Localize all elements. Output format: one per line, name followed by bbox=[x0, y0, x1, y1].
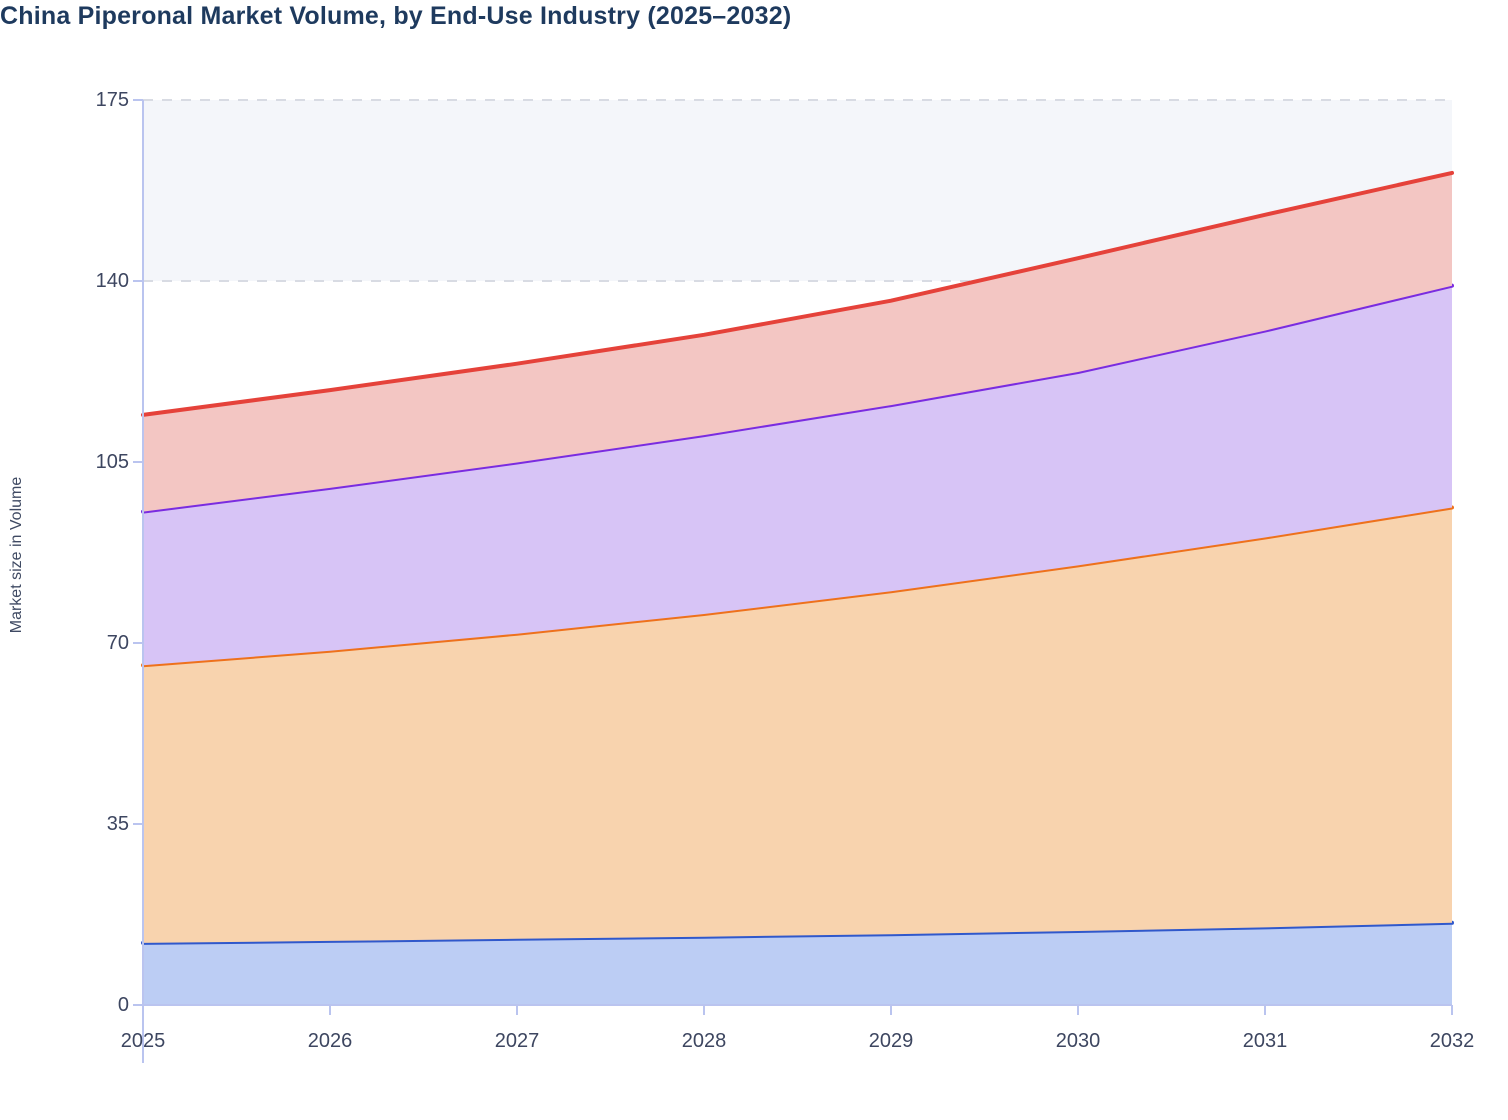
stacked-area-plot bbox=[133, 99, 1454, 1063]
x-tick-label: 2030 bbox=[1055, 1030, 1101, 1052]
x-tick-label: 2026 bbox=[307, 1030, 353, 1052]
area-band-3 bbox=[143, 172, 1452, 512]
y-tick-label: 175 bbox=[95, 89, 129, 111]
y-tick-label: 140 bbox=[95, 270, 129, 292]
area-line-1 bbox=[141, 505, 1454, 668]
x-tick-label: 2028 bbox=[681, 1030, 727, 1052]
y-axis-title: Market size in Volume bbox=[8, 476, 25, 634]
y-tick-label: 35 bbox=[106, 813, 129, 835]
y-tick-label: 105 bbox=[95, 451, 129, 473]
plot-area bbox=[133, 99, 1454, 1063]
x-tick-label: 2025 bbox=[120, 1030, 166, 1052]
area-band-2 bbox=[143, 285, 1452, 666]
x-tick-label: 2029 bbox=[868, 1030, 914, 1052]
y-tick-label: 0 bbox=[117, 994, 129, 1016]
x-tick-label: 2027 bbox=[494, 1030, 540, 1052]
chart-title: China Piperonal Market Volume, by End-Us… bbox=[0, 2, 792, 30]
x-tick-label: 2031 bbox=[1242, 1030, 1288, 1052]
area-line-3 bbox=[141, 170, 1454, 417]
area-band-1 bbox=[143, 507, 1452, 943]
y-tick-label: 70 bbox=[106, 632, 129, 654]
x-tick-label: 2032 bbox=[1429, 1030, 1475, 1052]
area-band-0 bbox=[143, 922, 1452, 1005]
